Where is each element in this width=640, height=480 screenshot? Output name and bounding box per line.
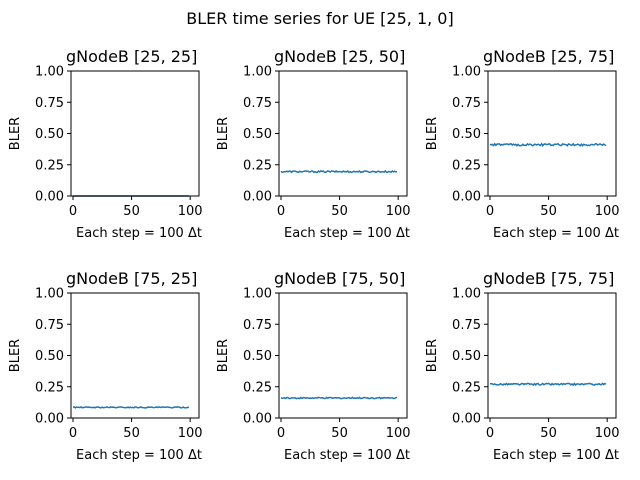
y-tick-label: 1.00 bbox=[452, 287, 481, 302]
x-tick-label: 100 bbox=[178, 204, 203, 219]
subplot-4: gNodeB [75, 25] 0.00 0.25 0.50 0.75 1.00 0 50 10… bbox=[8, 269, 203, 463]
subplot-title: gNodeB [75, 50] bbox=[274, 269, 405, 288]
y-tick-label: 0.25 bbox=[452, 158, 481, 173]
subplot-title: gNodeB [75, 25] bbox=[66, 269, 197, 288]
x-axis-label: Each step = 100 Δt bbox=[76, 226, 202, 241]
x-axis-label: Each step = 100 Δt bbox=[493, 448, 619, 463]
subplot-title: gNodeB [25, 25] bbox=[66, 47, 197, 66]
y-tick-label: 0.00 bbox=[35, 190, 64, 205]
y-tick-label: 0.50 bbox=[35, 127, 64, 142]
y-tick-label: 1.00 bbox=[452, 65, 481, 80]
bler-series-line bbox=[489, 382, 607, 387]
x-tick-label: 100 bbox=[386, 204, 411, 219]
y-tick-label: 0.25 bbox=[243, 158, 272, 173]
subplot-3: gNodeB [25, 75] 0.00 0.25 0.50 0.75 1.00 0 50 10… bbox=[425, 47, 620, 241]
y-axis-label: BLER bbox=[216, 339, 231, 372]
figure-title: BLER time series for UE [25, 1, 0] bbox=[186, 9, 453, 28]
x-tick-label: 0 bbox=[486, 204, 494, 219]
x-tick-label: 50 bbox=[540, 204, 557, 219]
x-tick-label: 100 bbox=[595, 204, 620, 219]
x-tick-label: 0 bbox=[486, 426, 494, 441]
y-tick-label: 1.00 bbox=[35, 65, 64, 80]
x-tick-label: 0 bbox=[277, 426, 285, 441]
y-tick-label: 0.00 bbox=[452, 190, 481, 205]
x-tick-label: 100 bbox=[386, 426, 411, 441]
subplot-title: gNodeB [75, 75] bbox=[483, 269, 614, 288]
y-tick-label: 0.00 bbox=[452, 412, 481, 427]
subplot-2: gNodeB [25, 50] 0.00 0.25 0.50 0.75 1.00 0 50 10… bbox=[216, 47, 411, 241]
y-tick-label: 0.50 bbox=[35, 349, 64, 364]
y-axis-label: BLER bbox=[425, 339, 440, 372]
x-tick-label: 50 bbox=[540, 426, 557, 441]
x-tick-label: 50 bbox=[331, 426, 348, 441]
y-tick-label: 0.75 bbox=[35, 318, 64, 333]
y-tick-label: 0.25 bbox=[452, 380, 481, 395]
subplot-1: gNodeB [25, 25] 0.00 0.25 0.50 0.75 1.00 0 50 10… bbox=[8, 47, 203, 241]
y-tick-label: 0.75 bbox=[35, 96, 64, 111]
y-tick-label: 0.50 bbox=[452, 127, 481, 142]
y-tick-label: 1.00 bbox=[35, 287, 64, 302]
y-axis-label: BLER bbox=[8, 339, 23, 372]
y-tick-label: 0.25 bbox=[243, 380, 272, 395]
subplot-grid: gNodeB [25, 25] 0.00 0.25 0.50 0.75 1.00 0 50 10… bbox=[8, 47, 620, 463]
x-tick-label: 50 bbox=[123, 204, 140, 219]
subplot-5: gNodeB [75, 50] 0.00 0.25 0.50 0.75 1.00 0 50 10… bbox=[216, 269, 411, 463]
y-tick-label: 0.50 bbox=[452, 349, 481, 364]
bler-series-line bbox=[280, 396, 398, 400]
y-tick-label: 0.00 bbox=[243, 412, 272, 427]
x-tick-label: 0 bbox=[69, 426, 77, 441]
y-tick-label: 0.00 bbox=[243, 190, 272, 205]
x-tick-label: 0 bbox=[69, 204, 77, 219]
x-tick-label: 100 bbox=[595, 426, 620, 441]
y-tick-label: 0.25 bbox=[35, 380, 64, 395]
x-axis-label: Each step = 100 Δt bbox=[76, 448, 202, 463]
y-tick-label: 0.50 bbox=[243, 127, 272, 142]
y-axis-label: BLER bbox=[425, 117, 440, 150]
x-axis-label: Each step = 100 Δt bbox=[284, 448, 410, 463]
x-axis-label: Each step = 100 Δt bbox=[284, 226, 410, 241]
y-tick-label: 1.00 bbox=[243, 65, 272, 80]
y-tick-label: 0.00 bbox=[35, 412, 64, 427]
x-axis-label: Each step = 100 Δt bbox=[493, 226, 619, 241]
x-tick-label: 100 bbox=[178, 426, 203, 441]
y-tick-label: 0.25 bbox=[35, 158, 64, 173]
y-axis-label: BLER bbox=[8, 117, 23, 150]
subplot-title: gNodeB [25, 75] bbox=[483, 47, 614, 66]
bler-series-line bbox=[489, 142, 607, 148]
bler-series-line bbox=[280, 169, 398, 174]
subplot-6: gNodeB [75, 75] 0.00 0.25 0.50 0.75 1.00 0 50 10… bbox=[425, 269, 620, 463]
x-tick-label: 0 bbox=[277, 204, 285, 219]
x-tick-label: 50 bbox=[331, 204, 348, 219]
y-tick-label: 1.00 bbox=[243, 287, 272, 302]
y-tick-label: 0.75 bbox=[243, 96, 272, 111]
y-tick-label: 0.50 bbox=[243, 349, 272, 364]
y-axis-label: BLER bbox=[216, 117, 231, 150]
x-tick-label: 50 bbox=[123, 426, 140, 441]
bler-series-line bbox=[72, 405, 190, 409]
y-tick-label: 0.75 bbox=[452, 318, 481, 333]
y-tick-label: 0.75 bbox=[452, 96, 481, 111]
subplot-title: gNodeB [25, 50] bbox=[274, 47, 405, 66]
y-tick-label: 0.75 bbox=[243, 318, 272, 333]
